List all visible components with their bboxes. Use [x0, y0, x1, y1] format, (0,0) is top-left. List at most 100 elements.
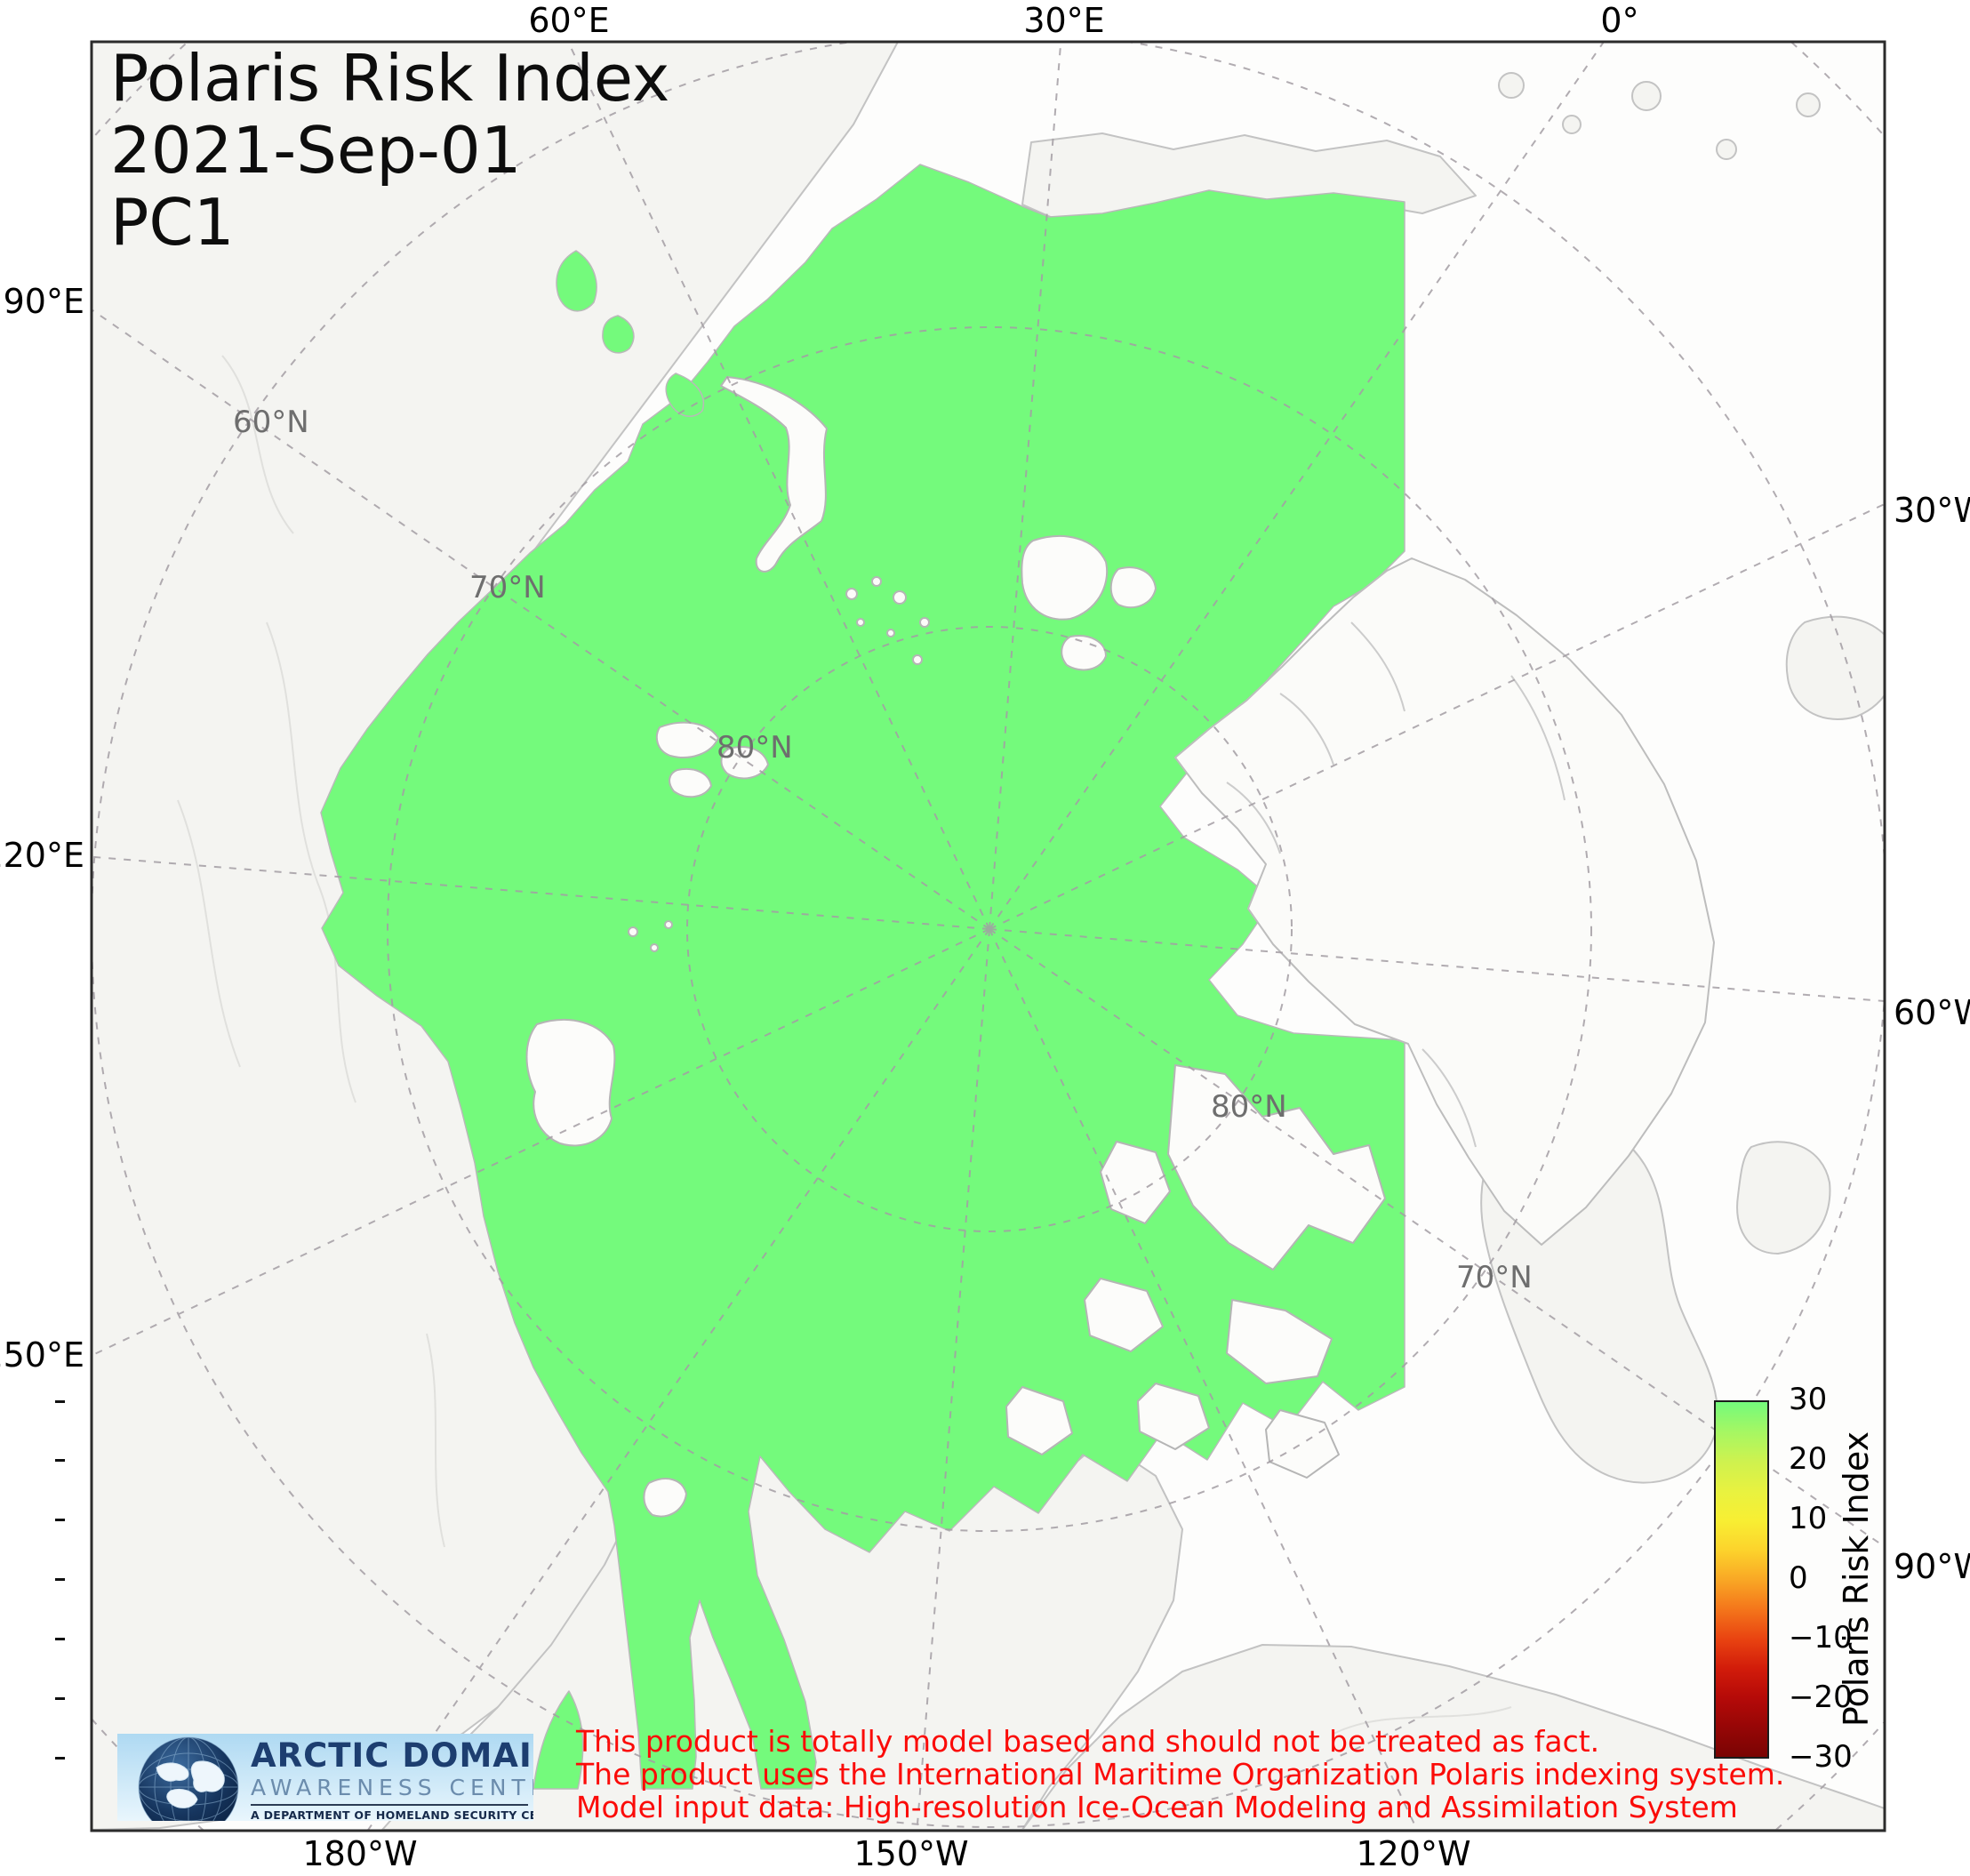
lat-label-60n-left: 60°N [233, 405, 309, 440]
colorbar-tick-mark [55, 1638, 65, 1640]
islet [650, 943, 659, 952]
island-archipelago [1167, 1064, 1386, 1271]
colorbar-tick-label: −20 [1789, 1680, 1853, 1715]
island-franz-josef [871, 576, 882, 587]
island-svalbard [1109, 566, 1157, 609]
islands-in-data [525, 376, 1386, 1518]
land-canada [1021, 1644, 1885, 1831]
island-wrangel [643, 1478, 687, 1518]
disclaimer-text: This product is totally model based and … [576, 1725, 1784, 1824]
logo-subtitle: AWARENESS CENTER [251, 1775, 533, 1806]
island-severnaya [720, 746, 769, 780]
disclaimer-line-3: Model input data: High-resolution Ice-Oc… [576, 1790, 1738, 1824]
lat-label-80n-right: 80°N [1211, 1089, 1287, 1125]
island-archipelago [1005, 1386, 1073, 1455]
axis-label-bottom-180w: 180°W [302, 1834, 417, 1873]
risk-data-patch [556, 250, 597, 312]
colorbar-tick-mark [55, 1519, 65, 1521]
logo-name: ARCTIC DOMAIN [251, 1736, 533, 1775]
graticule-meridian [92, 309, 990, 930]
graticule-meridian [989, 928, 1419, 1831]
islet [1716, 139, 1737, 160]
lat-label-80n-left: 80°N [717, 730, 793, 766]
plot-title: Polaris Risk Index 2021-Sep-01 PC1 [110, 43, 669, 259]
axis-label-top-0: 0° [1600, 1, 1638, 40]
risk-data-patch [602, 315, 635, 354]
axis-label-left-150e: 150°E [0, 1335, 84, 1375]
axis-label-left-120e: 120°E [0, 836, 84, 875]
colorbar-tick-label: −10 [1789, 1620, 1853, 1656]
logo-text: ARCTIC DOMAIN AWARENESS CENTER A DEPARTM… [251, 1736, 533, 1821]
island-new-siberian [525, 1018, 616, 1147]
title-line-3: PC1 [110, 185, 235, 260]
graticule-parallel [387, 326, 1592, 1532]
island-franz-josef [893, 590, 907, 605]
island-franz-josef [912, 654, 923, 665]
islet [664, 920, 673, 929]
axis-label-right-90w: 90°W [1894, 1547, 1970, 1586]
island-franz-josef [845, 588, 858, 600]
graticule-meridian [989, 42, 1062, 930]
land-iceland [1785, 615, 1885, 720]
graticule-meridian [567, 42, 990, 930]
island-svalbard [1021, 534, 1109, 621]
colorbar-tick-label: 20 [1789, 1441, 1828, 1477]
island-archipelago [1137, 1383, 1210, 1450]
colorbar-tick-mark [55, 1757, 65, 1760]
islet [1796, 92, 1821, 117]
colorbar-tick-mark [55, 1697, 65, 1700]
risk-data-patch [533, 1690, 584, 1790]
axis-label-bottom-120w: 120°W [1356, 1834, 1470, 1873]
colorbar-tick-mark [55, 1459, 65, 1462]
rivers [177, 355, 1512, 1735]
axis-label-right-60w: 60°W [1894, 993, 1970, 1032]
colorbar-tick-label: 10 [1789, 1501, 1828, 1536]
axis-label-top-60e: 60°E [528, 1, 609, 40]
disclaimer-line-1: This product is totally model based and … [576, 1724, 1600, 1759]
graticule-meridian [92, 855, 990, 930]
graticule-meridian [989, 502, 1885, 930]
islet [1498, 72, 1525, 99]
adac-logo: ARCTIC DOMAIN AWARENESS CENTER A DEPARTM… [117, 1734, 533, 1821]
graticule-meridian [989, 928, 1885, 1548]
graticule-meridian [989, 928, 1885, 1003]
island-archipelago [1084, 1278, 1164, 1352]
colorbar-tick-label: 0 [1789, 1560, 1808, 1596]
island-archipelago [1100, 1141, 1171, 1224]
graticule-parallel [92, 42, 1885, 1828]
axis-label-right-30w: 30°W [1894, 491, 1970, 530]
logo-tagline: A DEPARTMENT OF HOMELAND SECURITY CENTER… [251, 1808, 533, 1821]
islet [1631, 81, 1662, 111]
map-frame [90, 40, 1886, 1832]
graticule-meridian [989, 42, 1606, 930]
axis-label-top-30e: 30°E [1023, 1, 1104, 40]
colorbar [1714, 1400, 1769, 1759]
graticule-meridian [366, 928, 990, 1831]
lat-label-70n-left: 70°N [469, 570, 546, 605]
island-archipelago [1226, 1299, 1333, 1384]
graticule-parallel [686, 626, 1293, 1232]
disclaimer-line-2: The product uses the International Marit… [576, 1757, 1785, 1792]
island-franz-josef [856, 618, 865, 627]
colorbar-tick-label: −30 [1789, 1739, 1853, 1775]
land-island-east [1736, 1141, 1831, 1255]
colorbar-tick-label: 30 [1789, 1382, 1828, 1417]
islet [1562, 115, 1582, 134]
title-line-1: Polaris Risk Index [110, 41, 670, 116]
axis-label-left-90e: 90°E [4, 282, 84, 321]
island-svalbard [1061, 635, 1107, 671]
graticule-meridian [92, 928, 990, 1357]
lat-label-70n-right: 70°N [1456, 1260, 1533, 1295]
islet [628, 926, 638, 937]
island-archipelago [1265, 1409, 1340, 1479]
title-line-2: 2021-Sep-01 [110, 113, 522, 188]
land-greenland [1174, 557, 1715, 1246]
colorbar-tick-mark [55, 1400, 65, 1403]
greenland-fjords [1226, 621, 1566, 1148]
colorbar-title: Polaris Risk Index [1837, 1431, 1876, 1728]
axis-label-bottom-150w: 150°W [853, 1834, 968, 1873]
island-franz-josef [919, 617, 930, 628]
colorbar-tick-mark [55, 1578, 65, 1581]
